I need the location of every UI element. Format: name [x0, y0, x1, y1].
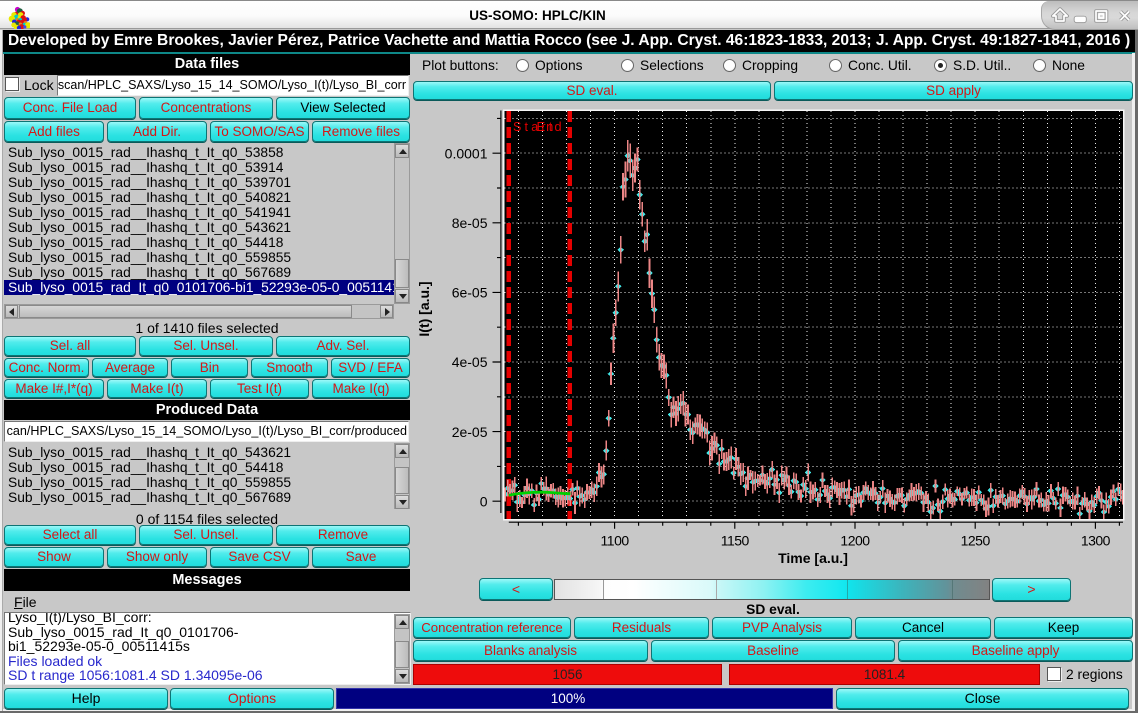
svg-text:8e-05: 8e-05: [452, 215, 488, 231]
svg-text:1300: 1300: [1081, 533, 1111, 549]
svg-text:6e-05: 6e-05: [452, 285, 488, 301]
svg-text:1200: 1200: [840, 533, 870, 549]
svg-text:1150: 1150: [721, 533, 750, 549]
svg-text:Start: Start: [513, 120, 555, 134]
svg-text:Time [a.u.]: Time [a.u.]: [778, 550, 848, 566]
svg-text:I(t) [a.u.]: I(t) [a.u.]: [416, 281, 432, 336]
svg-text:0: 0: [480, 493, 488, 509]
svg-text:0.0001: 0.0001: [445, 145, 488, 161]
svg-text:4e-05: 4e-05: [452, 354, 488, 370]
svg-text:End: End: [537, 119, 563, 134]
svg-text:2e-05: 2e-05: [452, 424, 488, 440]
svg-text:1250: 1250: [961, 533, 991, 549]
svg-text:1100: 1100: [601, 533, 630, 549]
